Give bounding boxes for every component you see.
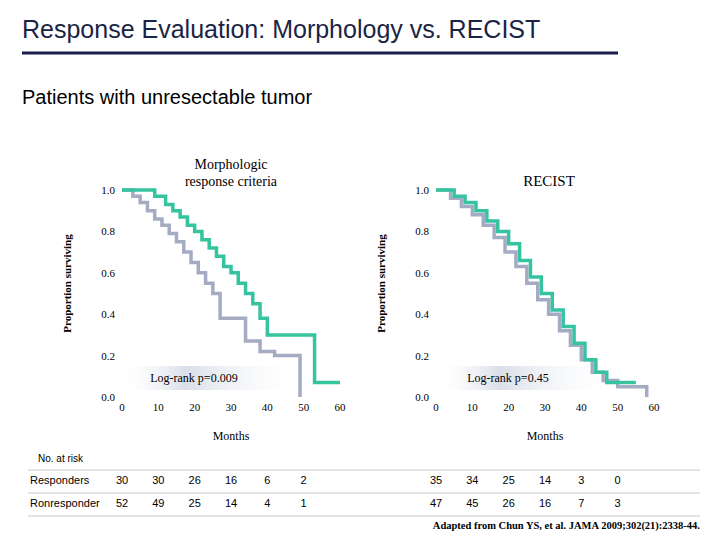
y-tick-label: 0.4 [415,308,429,320]
at-risk-value: 0 [615,474,621,486]
x-axis-label: Months [213,429,250,443]
x-tick-label: 30 [540,401,552,413]
at-risk-value: 30 [152,474,164,486]
at-risk-value: 30 [116,474,128,486]
at-risk-heading: No. at risk [38,453,84,464]
x-tick-label: 30 [226,401,238,413]
x-tick-label: 20 [503,401,515,413]
at-risk-value: 26 [189,474,201,486]
at-risk-value: 25 [189,497,201,509]
y-axis-label: Proportion surviving [375,234,387,333]
slide: Response Evaluation: Morphology vs. RECI… [0,0,720,540]
at-risk-value: 52 [116,497,128,509]
at-risk-row-label: Ronresponder [30,497,100,509]
x-tick-label: 0 [119,401,125,413]
title-line: response criteria [185,174,278,189]
at-risk-value: 3 [578,474,584,486]
survival-curve [436,190,647,397]
y-tick-label: 1.0 [415,184,429,196]
at-risk-value: 34 [466,474,478,486]
survival-curve [436,190,636,383]
chart-title: Morphologic response criteria [185,157,278,189]
x-tick-label: 50 [612,401,624,413]
source: Adapted from Chun YS, et al. JAMA 2009;3… [433,520,701,532]
table-rule [28,516,700,517]
y-tick-label: 0.2 [101,350,115,362]
at-risk-value: 16 [225,474,237,486]
at-risk-value: 25 [503,474,515,486]
at-risk-value: 6 [264,474,270,486]
y-tick-label: 0.6 [415,267,429,279]
survival-curve [122,190,300,397]
at-risk-value: 14 [225,497,237,509]
plot-area [122,190,340,397]
at-risk-row-label: Responders [30,474,90,486]
at-risk-value: 16 [539,497,551,509]
at-risk-value: 26 [503,497,515,509]
table-rule [28,470,700,471]
at-risk-value: 7 [578,497,584,509]
title-rule [22,52,618,55]
x-tick-label: 10 [467,401,479,413]
x-axis-label: Months [527,429,564,443]
at-risk-value: 14 [539,474,551,486]
survival-curve [122,190,340,383]
chart: Morphologic response criteria Proportion s… [61,157,346,509]
slide-title: Response Evaluation: Morphology vs. RECI… [22,15,540,43]
at-risk-value: 2 [301,474,307,486]
at-risk-value: 49 [152,497,164,509]
x-tick-label: 60 [649,401,661,413]
x-tick-label: 40 [576,401,588,413]
at-risk-value: 35 [430,474,442,486]
annotation: Log-rank p=0.009 [150,371,237,385]
y-tick-label: 0.2 [415,350,429,362]
x-tick-label: 60 [335,401,347,413]
at-risk-value: 3 [615,497,621,509]
y-tick-label: 0.8 [101,225,115,237]
at-risk-value: 45 [466,497,478,509]
table-rule [28,493,700,494]
x-tick-label: 40 [262,401,274,413]
x-tick-label: 20 [189,401,201,413]
y-tick-label: 0.0 [415,391,429,403]
chart: RECIST Proportion surviving 0.0 0.2 0.4 0.6 0.… [375,173,660,509]
at-risk-value: 47 [430,497,442,509]
y-tick-label: 0.4 [101,308,115,320]
subtitle: Patients with unresectable tumor [22,86,312,108]
y-tick-label: 0.8 [415,225,429,237]
title-line: Morphologic [194,157,267,172]
x-tick-label: 10 [153,401,165,413]
chart-title: RECIST [523,173,575,189]
at-risk-value: 4 [264,497,270,509]
y-tick-label: 0.6 [101,267,115,279]
plot-area [436,190,647,397]
y-tick-label: 0.0 [101,391,115,403]
y-axis-label: Proportion surviving [61,234,73,333]
annotation: Log-rank p=0.45 [467,371,548,385]
at-risk-value: 1 [301,497,307,509]
x-tick-label: 0 [433,401,439,413]
x-tick-label: 50 [298,401,310,413]
annotation-band [120,366,305,390]
y-tick-label: 1.0 [101,184,115,196]
